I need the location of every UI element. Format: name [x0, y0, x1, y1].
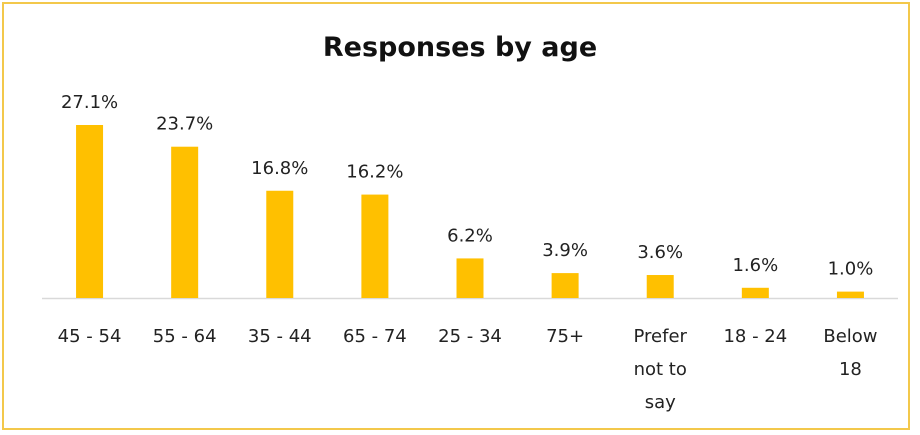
bar [171, 146, 199, 298]
data-label: 1.6% [732, 255, 778, 276]
bar [741, 287, 769, 298]
bar [551, 273, 579, 298]
data-label: 27.1% [61, 92, 118, 113]
chart-title: Responses by age [322, 32, 598, 63]
data-label: 23.7% [156, 114, 213, 135]
x-tick-label: Prefer not to say [634, 326, 688, 413]
x-tick-label: 35 - 44 [248, 326, 312, 347]
chart-frame [2, 2, 910, 430]
data-label: 3.6% [637, 242, 683, 263]
bar [266, 190, 294, 298]
data-label: 16.2% [346, 162, 403, 183]
bar [646, 275, 674, 298]
bar [361, 194, 389, 298]
bar [456, 258, 484, 298]
data-label: 1.0% [828, 259, 874, 280]
x-tick-label: Below 18 [823, 326, 877, 380]
x-tick-label: 65 - 74 [343, 326, 407, 347]
data-label: 16.8% [251, 158, 308, 179]
bar [836, 291, 864, 298]
x-tick-label: 18 - 24 [723, 326, 787, 347]
x-tick-label: 55 - 64 [153, 326, 217, 347]
data-label: 6.2% [447, 225, 493, 246]
x-tick-label: 75+ [546, 326, 584, 347]
data-label: 3.9% [542, 240, 588, 261]
x-tick-label: 45 - 54 [58, 326, 122, 347]
bar [76, 125, 104, 298]
x-tick-label: 25 - 34 [438, 326, 502, 347]
